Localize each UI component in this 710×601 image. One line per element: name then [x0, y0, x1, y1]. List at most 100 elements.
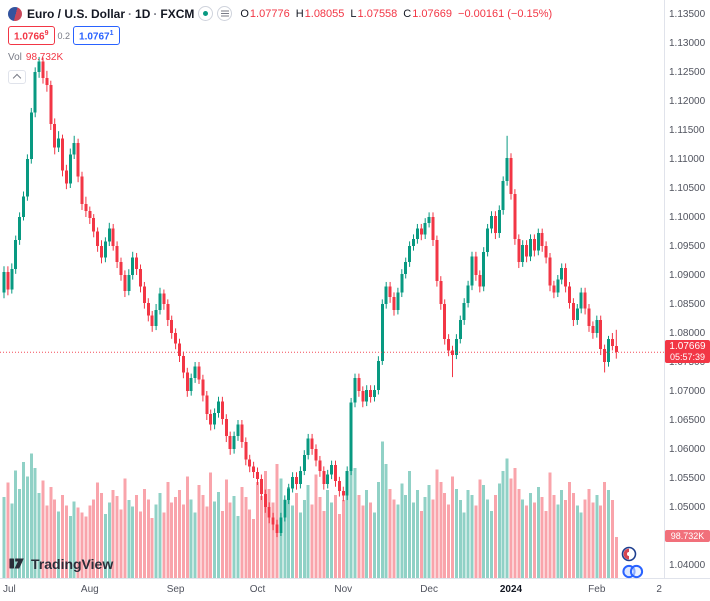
volume-bar: [115, 495, 119, 578]
volume-bar: [228, 502, 232, 578]
candle-down: [201, 379, 205, 396]
broker-badge-icon[interactable]: [622, 563, 644, 585]
candle-down: [252, 466, 256, 473]
candle-up: [37, 61, 41, 72]
close-value: 1.07669: [412, 7, 453, 20]
volume-bar: [252, 519, 256, 578]
candle-up: [326, 474, 330, 484]
volume-bar: [68, 515, 72, 578]
event-badge-icon[interactable]: [621, 546, 637, 567]
volume-bar: [384, 464, 388, 578]
volume-bar: [373, 512, 376, 578]
price-tick-label: 1.06000: [669, 443, 706, 455]
last-price-value: 1.07669: [669, 341, 706, 353]
candle-up: [279, 517, 283, 534]
time-axis[interactable]: Jul Aug Sep Oct Nov Dec 2024 Feb 2: [0, 578, 710, 601]
volume-bar: [521, 499, 525, 578]
candle-down: [571, 302, 575, 321]
candle-up: [107, 228, 111, 242]
sell-price-button[interactable]: 1.07669: [8, 26, 55, 46]
candle-up: [57, 138, 61, 148]
symbol-title[interactable]: Euro / U.S. Dollar: [27, 6, 126, 21]
volume-bar: [587, 488, 591, 578]
candle-down: [474, 256, 478, 275]
candle-up: [306, 438, 310, 455]
volume-bar: [318, 497, 322, 578]
volume-bar: [33, 468, 37, 578]
volume-bar: [486, 499, 490, 578]
menu-lines-icon: [220, 10, 229, 17]
change-value: −0.00161 (−0.15%): [458, 7, 553, 20]
volume-bar: [189, 499, 193, 578]
candle-down: [263, 494, 267, 507]
tradingview-logo-text: TradingView: [31, 555, 114, 572]
candle-down: [478, 275, 482, 287]
volume-bar: [181, 504, 185, 578]
exchange-label[interactable]: FXCM: [160, 6, 195, 21]
tradingview-watermark[interactable]: TradingView: [8, 554, 113, 573]
volume-bar: [610, 500, 614, 578]
candle-down: [170, 320, 174, 333]
candle-down: [493, 215, 497, 234]
volume-bar: [490, 510, 493, 578]
volume-bar: [474, 505, 478, 578]
candle-up: [29, 112, 33, 159]
volume-bar: [213, 501, 217, 578]
price-axis[interactable]: 1.13500 1.13000 1.12500 1.12000 1.11500 1.110…: [664, 0, 710, 578]
candle-down: [603, 349, 607, 362]
market-status-icon[interactable]: [198, 6, 214, 21]
volume-bar: [178, 490, 181, 578]
buy-price-button[interactable]: 1.07671: [73, 26, 120, 46]
candle-down: [392, 297, 396, 310]
volume-bar: [209, 472, 213, 578]
candle-down: [139, 269, 142, 287]
candle-down: [259, 479, 263, 495]
candle-up: [454, 338, 458, 356]
volume-bar: [497, 483, 501, 578]
candle-down: [178, 343, 181, 357]
chart-plot-area[interactable]: Euro / U.S. Dollar · 1D · FXCM O1.07776 H…: [0, 0, 664, 578]
volume-bar: [193, 512, 197, 578]
volume-bar: [529, 493, 532, 578]
legend-menu-icon[interactable]: [217, 6, 233, 21]
volume-bar: [330, 502, 334, 578]
candle-down: [341, 490, 345, 496]
candle-up: [560, 268, 564, 280]
legend-title-row: Euro / U.S. Dollar · 1D · FXCM O1.07776 H…: [8, 5, 552, 22]
volume-bar: [439, 481, 443, 578]
volume-bar: [505, 458, 509, 578]
candle-up: [384, 286, 388, 304]
candle-up: [349, 402, 353, 472]
volume-bar: [326, 490, 330, 578]
candle-up: [353, 378, 357, 403]
candle-up: [193, 366, 197, 379]
collapse-legend-button[interactable]: [8, 70, 26, 85]
candle-down: [146, 302, 150, 316]
volume-bar: [493, 495, 497, 578]
volume-legend-row: Vol 98.732K: [8, 52, 552, 63]
candle-up: [415, 228, 419, 240]
candle-up: [556, 279, 560, 293]
candlestick-chart[interactable]: [0, 0, 664, 578]
volume-bar: [291, 505, 295, 578]
candle-down: [162, 293, 166, 304]
candle-down: [591, 326, 595, 333]
candle-up: [579, 292, 583, 309]
candle-up: [412, 239, 415, 246]
candle-down: [76, 142, 80, 177]
volume-bar: [478, 479, 482, 578]
candle-down: [209, 414, 213, 425]
spread-value: 0.2: [57, 30, 71, 41]
volume-indicator-label[interactable]: Vol: [8, 52, 22, 64]
volume-bar: [217, 491, 220, 578]
interval-label[interactable]: 1D: [135, 6, 151, 21]
price-tick-label: 1.10000: [669, 211, 706, 223]
candle-down: [447, 338, 451, 351]
candle-up: [404, 262, 408, 274]
candle-up: [373, 389, 376, 397]
volume-bar: [76, 507, 80, 578]
volume-bar: [162, 512, 166, 578]
candle-up: [189, 378, 193, 391]
volume-bar: [341, 500, 345, 578]
candle-up: [298, 471, 302, 484]
